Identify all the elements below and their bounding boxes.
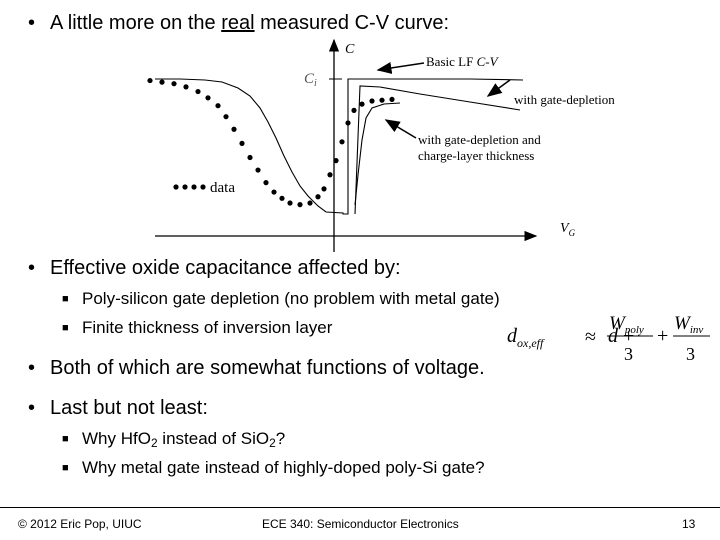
bullet-4-sub-1-text-a: Why HfO	[82, 429, 151, 448]
data-point	[271, 189, 277, 195]
ci-label: Ci	[304, 71, 317, 89]
data-point	[315, 194, 321, 200]
footer-page-number: 13	[682, 517, 696, 531]
data-point	[223, 114, 229, 120]
data-point	[351, 107, 357, 113]
gate-depletion-charge-layer-curve	[354, 102, 401, 206]
data-point	[297, 202, 303, 208]
annotation-gate-depletion: with gate-depletion	[514, 92, 615, 107]
bullet-2-text: Effective oxide capacitance affected by:	[50, 257, 401, 279]
bullet-2: • Effective oxide capacitance affected by…	[28, 257, 401, 280]
data-point	[247, 154, 253, 161]
subscript-2: 2	[269, 436, 276, 450]
bullet-4-sub-2: ■ Why metal gate instead of highly-doped …	[62, 458, 485, 478]
legend-label: data	[210, 180, 235, 196]
data-point	[171, 81, 177, 87]
data-point	[287, 200, 293, 206]
bullet-1-text-a: A little more on the	[50, 12, 222, 34]
arrow-gate-depletion	[486, 79, 511, 97]
annotation-charge-layer-2: charge-layer thickness	[418, 148, 534, 163]
sub-bullet-marker: ■	[62, 462, 69, 474]
bullet-4-sub-1-text-b: instead of SiO	[157, 429, 270, 448]
data-point	[339, 139, 345, 145]
footer: © 2012 Eric Pop, UIUC ECE 340: Semicondu…	[0, 508, 720, 540]
y-axis-label: C	[345, 42, 355, 57]
footer-course: ECE 340: Semiconductor Electronics	[262, 517, 459, 531]
annotation-basic-lf-cv: Basic LF C-V	[426, 54, 500, 69]
data-point	[307, 200, 313, 206]
bullet-3: • Both of which are somewhat functions of…	[28, 357, 485, 380]
x-axis-label: VG	[560, 221, 576, 238]
legend-dot	[200, 184, 206, 190]
data-point	[327, 172, 333, 178]
data-point	[231, 126, 237, 132]
footer-copyright: © 2012 Eric Pop, UIUC	[18, 517, 142, 531]
sub-bullet-marker: ■	[62, 322, 69, 334]
formula-w-poly: Wpoly	[609, 313, 644, 336]
cv-curve-figure: C VG Ci data Basic LF C-V with gate-depl…	[147, 38, 615, 252]
legend-dot	[191, 184, 197, 190]
bullet-4-sub-1-text-c: ?	[275, 429, 286, 448]
bullet-marker: •	[28, 397, 36, 419]
data-point	[263, 180, 269, 186]
arrow-charge-layer	[384, 119, 417, 139]
footer-divider	[0, 507, 720, 508]
bullet-1: • A little more on the real measured C-V …	[28, 12, 449, 35]
data-point	[159, 79, 165, 85]
bullet-1-underlined-word: real	[221, 12, 255, 34]
bullet-marker: •	[28, 257, 36, 279]
data-point	[359, 101, 365, 107]
arrow-basic-lf-cv	[376, 62, 425, 74]
data-point	[389, 96, 395, 103]
annotation-charge-layer-1: with gate-depletion and	[418, 132, 541, 147]
sub-bullet-marker: ■	[62, 433, 69, 445]
data-point	[215, 103, 221, 109]
effective-oxide-thickness-formula: dox,eff ≈ d + Wpoly 3 + Winv 3	[507, 313, 710, 364]
bullet-3-text: Both of which are somewhat functions of …	[50, 357, 485, 379]
data-point	[195, 88, 201, 95]
formula-plus-2: +	[657, 325, 668, 347]
data-point	[321, 186, 327, 192]
data-point	[379, 97, 385, 103]
bullet-4-text: Last but not least:	[50, 397, 208, 419]
bullet-2-sub-2: ■ Finite thickness of inversion layer	[62, 318, 332, 338]
data-point	[239, 140, 245, 146]
data-point	[183, 84, 189, 90]
measured-data-points	[147, 77, 395, 208]
gate-depletion-curve	[354, 85, 521, 215]
formula-den-2: 3	[686, 344, 695, 364]
sub-bullet-marker: ■	[62, 293, 69, 305]
data-point	[255, 167, 261, 173]
bullet-2-sub-2-text: Finite thickness of inversion layer	[82, 318, 333, 337]
bullet-1-text-b: measured C-V curve:	[254, 12, 450, 34]
basic-lf-cv-curve	[155, 78, 524, 215]
data-point	[147, 77, 153, 84]
subscript-2: 2	[150, 436, 158, 450]
formula-den-1: 3	[624, 344, 633, 364]
formula-approx: ≈	[585, 326, 596, 348]
data-point	[369, 98, 375, 104]
data-point	[279, 195, 285, 201]
bullet-4-sub-2-text: Why metal gate instead of highly-doped p…	[82, 458, 485, 477]
bullet-marker: •	[28, 12, 36, 34]
bullet-4: • Last but not least:	[28, 397, 208, 420]
bullet-2-sub-1-text: Poly-silicon gate depletion (no problem …	[82, 289, 500, 308]
bullet-2-sub-1: ■ Poly-silicon gate depletion (no problem…	[62, 289, 500, 309]
legend-data-marker	[173, 184, 206, 190]
formula-lhs: dox,eff	[507, 325, 545, 350]
bullet-4-sub-1: ■ Why HfO2 instead of SiO2?	[62, 429, 285, 450]
formula-w-inv: Winv	[674, 313, 703, 336]
legend-dot	[182, 184, 188, 190]
legend-dot	[173, 184, 179, 190]
data-point	[205, 95, 211, 101]
bullet-marker: •	[28, 357, 36, 379]
data-point	[333, 158, 339, 164]
data-point	[345, 120, 351, 126]
